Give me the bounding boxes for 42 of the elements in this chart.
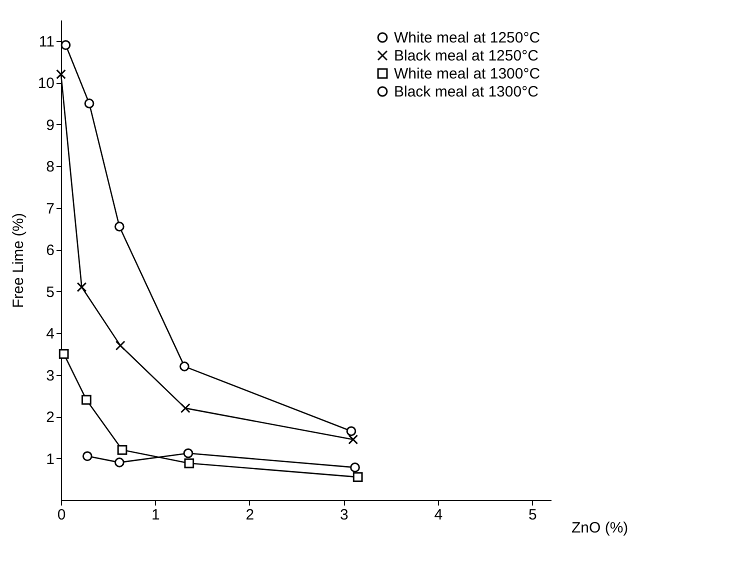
point <box>84 98 94 108</box>
y-tick-label: 6 <box>46 242 54 260</box>
x-axis-title: ZnO (%) <box>572 520 628 536</box>
y-tick-label: 11 <box>38 33 54 50</box>
y-tick-label: 1 <box>46 450 54 468</box>
point <box>58 348 69 359</box>
point <box>60 40 71 50</box>
point <box>180 403 190 414</box>
y-tick-label: 10 <box>38 75 54 92</box>
point <box>352 472 363 482</box>
legend-label: White meal at 1300°C <box>394 66 540 82</box>
y-tick-label: 2 <box>46 409 54 426</box>
x-tick-label: 5 <box>528 506 537 524</box>
point <box>56 69 66 80</box>
point <box>180 362 190 372</box>
point <box>114 458 124 468</box>
y-tick-label: 8 <box>46 158 54 176</box>
y-tick-label: 5 <box>46 284 54 301</box>
point <box>82 394 92 405</box>
x-tick-label: 4 <box>434 506 443 524</box>
point <box>115 340 126 350</box>
legend-label: White meal at 1250°C <box>394 30 540 46</box>
point <box>183 448 194 458</box>
y-tick-label: 3 <box>46 367 54 384</box>
point <box>184 458 194 468</box>
x-tick-label: 1 <box>152 506 160 524</box>
y-axis-title: Free Lime (%) <box>10 212 27 308</box>
point <box>350 462 360 472</box>
legend-label: Black meal at 1300°C <box>394 84 539 100</box>
point <box>346 426 356 436</box>
x-tick-label: 3 <box>340 506 348 524</box>
point <box>82 451 92 462</box>
point <box>348 434 358 444</box>
point <box>114 222 124 232</box>
y-tick-label: 4 <box>46 326 54 343</box>
point <box>76 282 87 292</box>
x-tick-label: 0 <box>57 506 66 524</box>
legend-label: Black meal at 1250°C <box>394 48 539 64</box>
y-tick-label: 7 <box>46 200 54 218</box>
x-tick-label: 2 <box>246 506 254 524</box>
y-tick-label: 9 <box>46 116 54 134</box>
point <box>117 444 128 455</box>
